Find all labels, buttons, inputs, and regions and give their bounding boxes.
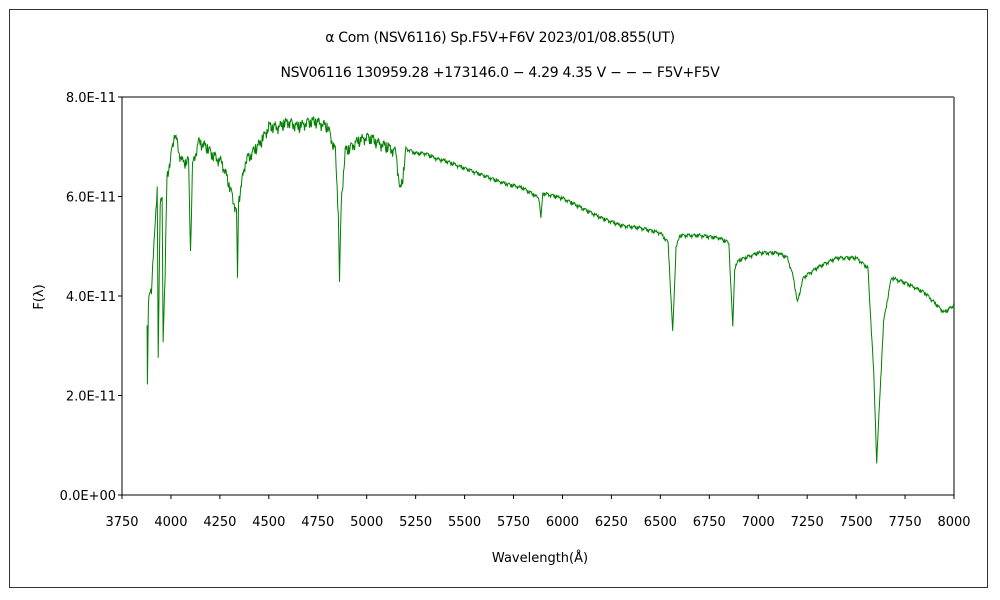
x-tick-label: 8000 xyxy=(937,515,970,530)
x-tick-label: 4250 xyxy=(203,515,236,530)
y-tick-label: 6.0E-11 xyxy=(66,191,116,206)
x-tick-label: 6250 xyxy=(595,515,628,530)
x-tick-label: 7250 xyxy=(791,515,824,530)
x-tick-label: 5250 xyxy=(399,515,432,530)
x-axis-label: Wavelength(Å) xyxy=(492,550,588,566)
x-tick-label: 4750 xyxy=(301,515,334,530)
x-tick-label: 6500 xyxy=(644,515,677,530)
x-tick-label: 4500 xyxy=(252,515,285,530)
x-tick-label: 6000 xyxy=(546,515,579,530)
x-tick-label: 7500 xyxy=(840,515,873,530)
y-tick-label: 0.0E+00 xyxy=(60,489,116,504)
spectrum-line xyxy=(146,116,955,464)
y-tick-label: 4.0E-11 xyxy=(66,290,116,305)
x-tick-label: 7750 xyxy=(889,515,922,530)
x-tick-label: 5750 xyxy=(497,515,530,530)
chart-frame xyxy=(9,9,988,588)
y-tick-label: 8.0E-11 xyxy=(66,91,116,106)
x-tick-label: 7000 xyxy=(742,515,775,530)
chart-subtitle: NSV06116 130959.28 +173146.0 − 4.29 4.35… xyxy=(280,65,720,81)
x-tick-label: 5000 xyxy=(350,515,383,530)
chart-title: α Com (NSV6116) Sp.F5V+F6V 2023/01/08.85… xyxy=(325,30,675,46)
x-tick-label: 3750 xyxy=(105,515,138,530)
x-tick-label: 5500 xyxy=(448,515,481,530)
x-tick-label: 4000 xyxy=(154,515,187,530)
y-tick-label: 2.0E-11 xyxy=(66,390,116,405)
y-axis-label: F(λ) xyxy=(32,284,47,309)
x-tick-label: 6750 xyxy=(693,515,726,530)
